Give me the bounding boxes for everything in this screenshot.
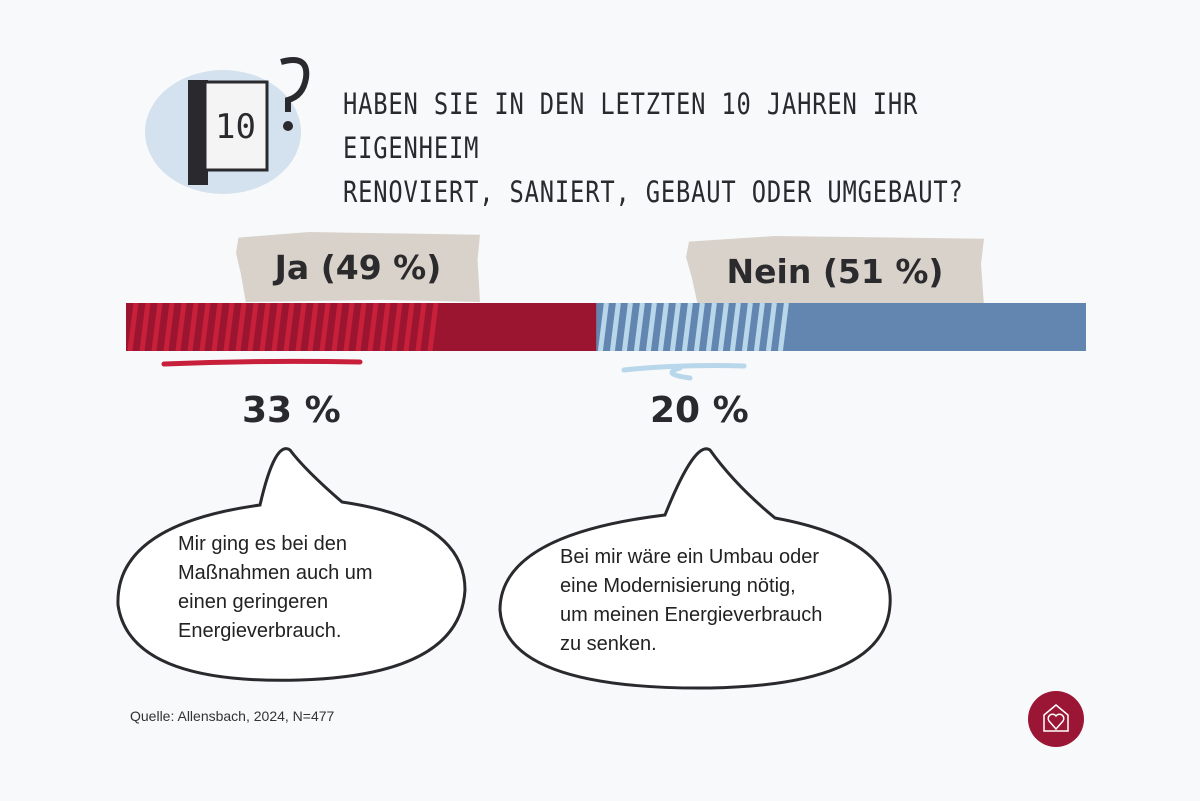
- chart-title: HABEN SIE IN DEN LETZTEN 10 JAHREN IHR E…: [343, 82, 1065, 214]
- speech-bubble-ja: [116, 447, 467, 682]
- underline-marks: [161, 358, 747, 381]
- stacked-bar: [126, 303, 1086, 351]
- svg-text:10: 10: [215, 107, 256, 147]
- title-line-1: HABEN SIE IN DEN LETZTEN 10 JAHREN IHR E…: [343, 87, 919, 165]
- sub-value-ja: 33 %: [242, 390, 341, 431]
- title-line-2: RENOVIERT, SANIERT, GEBAUT ODER UMGEBAUT…: [343, 175, 964, 209]
- bar-subsegment-ja: [127, 303, 439, 351]
- quote-ja-line: einen geringeren: [178, 591, 329, 613]
- quote-nein: Bei mir wäre ein Umbau oder eine Moderni…: [560, 543, 822, 659]
- quote-ja-line: Maßnahmen auch um: [178, 562, 373, 584]
- bar-segment-nein: [596, 303, 1086, 351]
- source-note: Quelle: Allensbach, 2024, N=477: [130, 708, 335, 724]
- speech-bubble-nein: [498, 447, 892, 690]
- house-heart-icon: [1028, 691, 1084, 747]
- calendar-question-icon: 10: [145, 57, 310, 194]
- quote-ja-line: Energieverbrauch.: [178, 620, 342, 642]
- label-ja-text: Ja (49 %): [274, 247, 442, 287]
- quote-ja-line: Mir ging es bei den: [178, 533, 347, 555]
- quote-nein-line: um meinen Energieverbrauch: [560, 604, 823, 626]
- quote-nein-line: Bei mir wäre ein Umbau oder: [560, 546, 819, 568]
- quote-nein-line: eine Modernisierung nötig,: [560, 575, 796, 597]
- quote-nein-line: zu senken.: [560, 633, 657, 655]
- label-nein: Nein (51 %): [686, 236, 984, 306]
- label-ja: Ja (49 %): [236, 232, 480, 302]
- bar-subsegment-nein: [597, 303, 789, 351]
- quote-ja: Mir ging es bei den Maßnahmen auch um ei…: [178, 530, 373, 646]
- sub-value-nein: 20 %: [650, 390, 749, 431]
- label-nein-text: Nein (51 %): [726, 251, 944, 291]
